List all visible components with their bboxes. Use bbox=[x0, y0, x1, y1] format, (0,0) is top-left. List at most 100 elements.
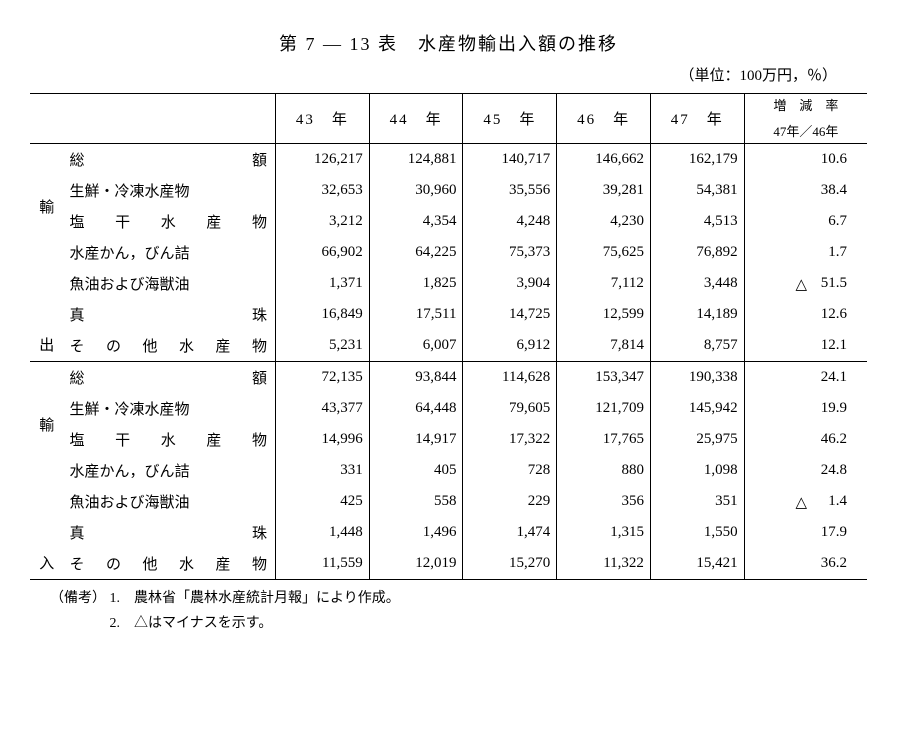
data-table: 43 年 44 年 45 年 46 年 47 年 増 減 率 47年／46年 輸… bbox=[30, 93, 867, 580]
cell: 229 bbox=[463, 486, 557, 517]
cell: 17,765 bbox=[557, 424, 651, 455]
cell: △51.5 bbox=[744, 268, 867, 299]
cell: 14,189 bbox=[650, 299, 744, 330]
cell: 1.7 bbox=[744, 237, 867, 268]
cell: 11,322 bbox=[557, 548, 651, 580]
cell: 126,217 bbox=[276, 144, 370, 176]
cell: 15,421 bbox=[650, 548, 744, 580]
cell: 114,628 bbox=[463, 362, 557, 394]
col-y44: 44 年 bbox=[369, 94, 463, 144]
row-label: 真 珠 bbox=[63, 517, 275, 548]
table-row: 輸 総 額 126,217 124,881 140,717 146,662 16… bbox=[30, 144, 867, 176]
import-label-bot: 入 bbox=[30, 486, 63, 580]
cell: 121,709 bbox=[557, 393, 651, 424]
cell: 1,825 bbox=[369, 268, 463, 299]
cell: 6,007 bbox=[369, 330, 463, 362]
col-y43: 43 年 bbox=[276, 94, 370, 144]
cell: 140,717 bbox=[463, 144, 557, 176]
row-label: 生鮮・冷凍水産物 bbox=[63, 393, 275, 424]
cell: 16,849 bbox=[276, 299, 370, 330]
col-rate-bot: 47年／46年 bbox=[744, 119, 867, 144]
cell: 1,448 bbox=[276, 517, 370, 548]
cell: 5,231 bbox=[276, 330, 370, 362]
cell: 36.2 bbox=[744, 548, 867, 580]
cell: 64,225 bbox=[369, 237, 463, 268]
cell: 72,135 bbox=[276, 362, 370, 394]
cell: 39,281 bbox=[557, 175, 651, 206]
cell: 30,960 bbox=[369, 175, 463, 206]
cell: 64,448 bbox=[369, 393, 463, 424]
cell: 75,373 bbox=[463, 237, 557, 268]
cell: 12,599 bbox=[557, 299, 651, 330]
cell: 6.7 bbox=[744, 206, 867, 237]
notes: （備考） 1. 農林省「農林水産統計月報」により作成。 2. △はマイナスを示す… bbox=[50, 586, 867, 636]
export-label-bot: 出 bbox=[30, 268, 63, 362]
cell: 351 bbox=[650, 486, 744, 517]
row-label: 真 珠 bbox=[63, 299, 275, 330]
table-row: 出 魚油および海獣油 1,371 1,825 3,904 7,112 3,448… bbox=[30, 268, 867, 299]
cell: 14,917 bbox=[369, 424, 463, 455]
cell: 3,212 bbox=[276, 206, 370, 237]
cell: 12,019 bbox=[369, 548, 463, 580]
cell: 162,179 bbox=[650, 144, 744, 176]
cell: 12.6 bbox=[744, 299, 867, 330]
cell: 25,975 bbox=[650, 424, 744, 455]
cell: 32,653 bbox=[276, 175, 370, 206]
neg-icon: △ bbox=[795, 493, 807, 512]
table-row: 生鮮・冷凍水産物 32,653 30,960 35,556 39,281 54,… bbox=[30, 175, 867, 206]
cell: 1,315 bbox=[557, 517, 651, 548]
cell: 19.9 bbox=[744, 393, 867, 424]
table-row: 生鮮・冷凍水産物 43,377 64,448 79,605 121,709 14… bbox=[30, 393, 867, 424]
cell: 1,496 bbox=[369, 517, 463, 548]
cell: 1,474 bbox=[463, 517, 557, 548]
cell: 17.9 bbox=[744, 517, 867, 548]
cell: 54,381 bbox=[650, 175, 744, 206]
cell: 4,513 bbox=[650, 206, 744, 237]
cell: 356 bbox=[557, 486, 651, 517]
cell: 331 bbox=[276, 455, 370, 486]
cell: 10.6 bbox=[744, 144, 867, 176]
cell: 38.4 bbox=[744, 175, 867, 206]
row-label: 魚油および海獣油 bbox=[63, 268, 275, 299]
table-row: 水産かん，びん詰 66,902 64,225 75,373 75,625 76,… bbox=[30, 237, 867, 268]
cell: 46.2 bbox=[744, 424, 867, 455]
row-label: 総 額 bbox=[63, 362, 275, 394]
table-row: 輸 総 額 72,135 93,844 114,628 153,347 190,… bbox=[30, 362, 867, 394]
cell: 190,338 bbox=[650, 362, 744, 394]
cell: 145,942 bbox=[650, 393, 744, 424]
cell: 12.1 bbox=[744, 330, 867, 362]
col-rate-top: 増 減 率 bbox=[744, 94, 867, 119]
cell: 880 bbox=[557, 455, 651, 486]
cell: 17,322 bbox=[463, 424, 557, 455]
row-label: 水産かん，びん詰 bbox=[63, 455, 275, 486]
cell: 425 bbox=[276, 486, 370, 517]
row-label: 生鮮・冷凍水産物 bbox=[63, 175, 275, 206]
table-row: 真 珠 1,448 1,496 1,474 1,315 1,550 17.9 bbox=[30, 517, 867, 548]
cell: 153,347 bbox=[557, 362, 651, 394]
table-row: 塩 干 水 産 物 3,212 4,354 4,248 4,230 4,513 … bbox=[30, 206, 867, 237]
cell: 4,248 bbox=[463, 206, 557, 237]
cell: 14,725 bbox=[463, 299, 557, 330]
row-label: 水産かん，びん詰 bbox=[63, 237, 275, 268]
cell: 405 bbox=[369, 455, 463, 486]
note-2: 2. △はマイナスを示す。 bbox=[50, 611, 867, 636]
cell: 7,814 bbox=[557, 330, 651, 362]
cell: 14,996 bbox=[276, 424, 370, 455]
cell: 124,881 bbox=[369, 144, 463, 176]
cell: 76,892 bbox=[650, 237, 744, 268]
cell: 1,098 bbox=[650, 455, 744, 486]
table-row: 真 珠 16,849 17,511 14,725 12,599 14,189 1… bbox=[30, 299, 867, 330]
row-label: 魚油および海獣油 bbox=[63, 486, 275, 517]
cell: 3,904 bbox=[463, 268, 557, 299]
col-y47: 47 年 bbox=[650, 94, 744, 144]
cell: 728 bbox=[463, 455, 557, 486]
cell: 93,844 bbox=[369, 362, 463, 394]
table-row: 入 魚油および海獣油 425 558 229 356 351 △1.4 bbox=[30, 486, 867, 517]
table-row: そ の 他 水 産 物 5,231 6,007 6,912 7,814 8,75… bbox=[30, 330, 867, 362]
note-1: （備考） 1. 農林省「農林水産統計月報」により作成。 bbox=[50, 586, 867, 611]
table-row: 水産かん，びん詰 331 405 728 880 1,098 24.8 bbox=[30, 455, 867, 486]
cell: 8,757 bbox=[650, 330, 744, 362]
header-blank bbox=[30, 94, 276, 144]
cell: 24.1 bbox=[744, 362, 867, 394]
cell: 43,377 bbox=[276, 393, 370, 424]
